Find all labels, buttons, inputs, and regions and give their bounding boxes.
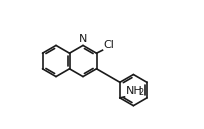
Text: N: N [79, 34, 87, 44]
Text: 2: 2 [138, 88, 143, 97]
Text: NH: NH [125, 86, 142, 96]
Text: Cl: Cl [103, 40, 114, 50]
